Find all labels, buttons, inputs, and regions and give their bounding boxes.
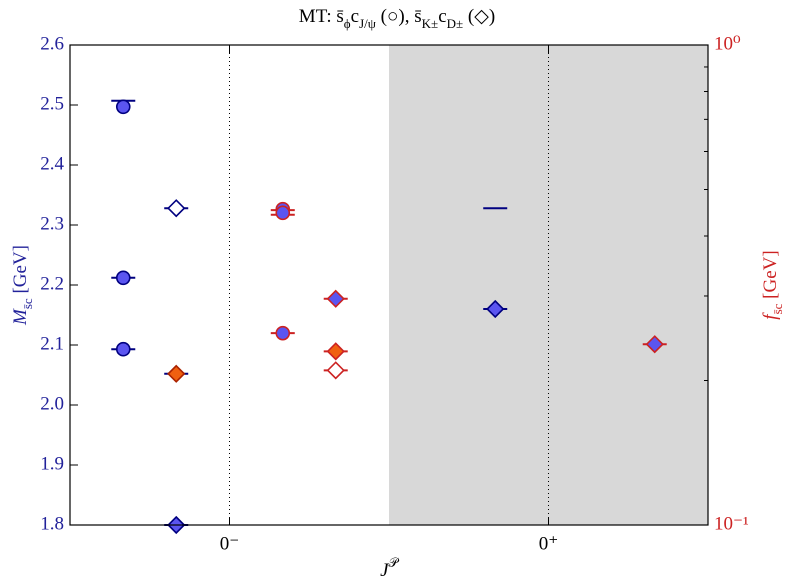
label-part: ϕ: [344, 16, 351, 31]
label-part: J: [380, 560, 390, 581]
y-tick-label: 2.6: [40, 33, 64, 54]
label-part: (○), s̄: [376, 6, 422, 27]
y-tick-label: 1.8: [40, 513, 64, 534]
label-part: D±: [447, 16, 464, 31]
y2-tick-label: 10⁰: [714, 33, 741, 54]
label-part: J/ψ: [359, 16, 376, 31]
label-part: c: [438, 6, 446, 27]
diamond-marker: [167, 364, 186, 383]
circle-marker: [115, 99, 131, 115]
label-part: 𝒫: [389, 555, 400, 570]
label-part: K±: [422, 16, 439, 31]
y-tick-label: 1.9: [40, 453, 64, 474]
circle-marker: [275, 325, 291, 341]
y-axis-label: Ms̄c [GeV]: [10, 245, 35, 326]
y-tick-label: 2.2: [40, 273, 64, 294]
chart-title: MT: s̄ϕcJ/ψ (○), s̄K±cD± (◇): [299, 6, 495, 31]
diamond-marker: [167, 199, 186, 218]
label-part: c: [351, 6, 359, 27]
label-part: [GeV]: [760, 250, 781, 303]
x-tick-label: 0⁻: [220, 533, 240, 554]
x-tick-label: 0⁺: [539, 533, 559, 554]
y-tick-label: 2.4: [40, 153, 64, 174]
plot-frame: [69, 44, 709, 526]
y-tick-label: 2.3: [40, 213, 64, 234]
diamond-marker: [645, 335, 664, 354]
x-axis-label: J𝒫: [380, 555, 399, 581]
label-part: f: [760, 312, 781, 320]
circle-marker: [115, 270, 131, 286]
label-part: s̄c: [770, 303, 785, 314]
y-tick-label: 2.1: [40, 333, 64, 354]
label-part: s̄c: [20, 298, 35, 309]
label-part: MT: s̄: [299, 6, 344, 27]
y2-axis-label: fs̄c [GeV]: [760, 250, 785, 319]
circle-marker: [115, 341, 131, 357]
circle-marker: [275, 205, 291, 221]
diamond-marker: [486, 299, 505, 319]
diamond-marker: [326, 289, 345, 308]
y-tick-label: 2.0: [40, 393, 64, 414]
label-part: M: [10, 308, 31, 326]
y2-tick-label: 10⁻¹: [714, 513, 749, 534]
label-part: [GeV]: [10, 245, 31, 298]
diamond-marker: [326, 342, 345, 361]
label-part: (◇): [463, 6, 495, 27]
y-tick-label: 2.5: [40, 93, 64, 114]
diamond-marker: [326, 361, 345, 380]
